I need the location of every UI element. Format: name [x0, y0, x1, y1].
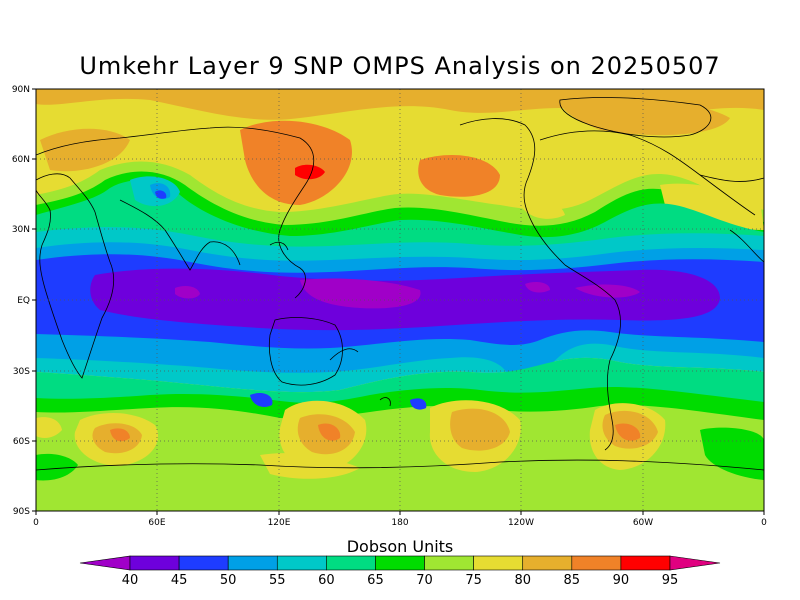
lon-label-120w: 120W — [508, 518, 534, 528]
lon-label-0: 0 — [33, 518, 39, 528]
colorbar-tick-label: 85 — [564, 573, 581, 588]
gridlines — [36, 89, 764, 511]
colorbar-tick-label: 75 — [465, 573, 482, 588]
coastlines — [36, 97, 764, 471]
lon-label-60e: 60E — [148, 518, 165, 528]
colorbar-swatch — [571, 555, 622, 571]
lon-label-0-end: 0 — [761, 518, 767, 528]
colorbar-swatch — [620, 555, 671, 571]
colorbar-swatch — [473, 555, 524, 571]
colorbar-tick-label: 70 — [416, 573, 433, 588]
colorbar-swatch — [178, 555, 229, 571]
lat-label-30n: 30N — [12, 225, 30, 235]
colorbar-tick-label: 60 — [318, 573, 335, 588]
lon-label-120e: 120E — [268, 518, 291, 528]
colorbar-tick-label: 50 — [220, 573, 237, 588]
colorbar-swatch — [227, 555, 278, 571]
colorbar-title: Dobson Units — [346, 537, 454, 556]
lat-axis: 90N 60N 30N EQ 30S 60S 90S — [12, 85, 36, 517]
colorbar: 40 45 50 55 60 65 70 75 80 85 90 95 — [79, 555, 721, 588]
colorbar-swatch — [276, 555, 327, 571]
colorbar-swatch — [326, 555, 376, 571]
lat-label-60s: 60S — [13, 437, 30, 447]
colorbar-swatch — [375, 555, 425, 571]
lon-label-180: 180 — [391, 518, 408, 528]
lat-label-90s: 90S — [13, 507, 30, 517]
colorbar-high-triangle — [669, 555, 721, 571]
colorbar-tick-label: 95 — [662, 573, 679, 588]
lat-label-60n: 60N — [12, 155, 30, 165]
colorbar-tick-label: 65 — [367, 573, 384, 588]
map-title: Umkehr Layer 9 SNP OMPS Analysis on 2025… — [79, 52, 721, 80]
colorbar-swatch — [522, 555, 573, 571]
colorbar-swatch — [424, 555, 474, 571]
lon-label-60w: 60W — [633, 518, 653, 528]
lon-axis: 0 60E 120E 180 120W 60W 0 — [33, 511, 767, 528]
lat-label-30s: 30S — [13, 367, 30, 377]
colorbar-swatch — [129, 555, 180, 571]
colorbar-tick-label: 45 — [171, 573, 188, 588]
colorbar-low-triangle — [79, 555, 131, 571]
colorbar-tick-label: 90 — [613, 573, 630, 588]
lat-label-90n: 90N — [12, 85, 30, 95]
colorbar-tick-label: 55 — [269, 573, 286, 588]
colorbar-tick-label: 40 — [122, 573, 139, 588]
lat-label-eq: EQ — [17, 296, 30, 306]
colorbar-tick-label: 80 — [514, 573, 531, 588]
